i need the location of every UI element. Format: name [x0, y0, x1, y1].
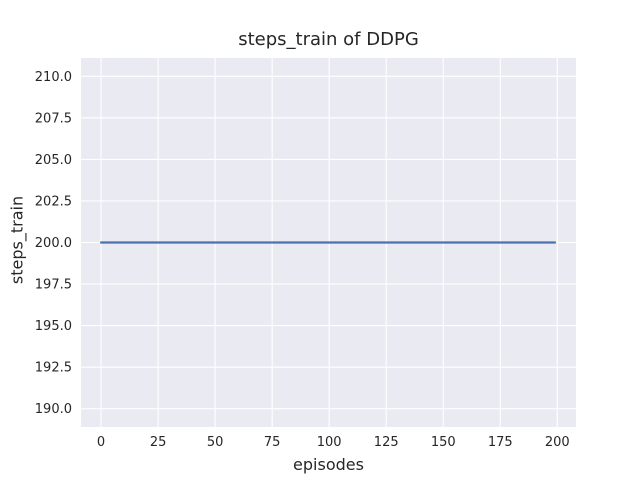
y-tick-label: 197.5 — [35, 278, 72, 293]
x-tick-label: 100 — [317, 435, 342, 450]
chart-title: steps_train of DDPG — [238, 29, 419, 50]
x-tick-label: 125 — [374, 435, 399, 450]
y-tick-label: 200.0 — [35, 236, 72, 251]
y-tick-label: 192.5 — [35, 361, 72, 376]
y-tick-label: 190.0 — [35, 402, 72, 417]
x-tick-label: 0 — [97, 435, 105, 450]
y-axis-label: steps_train — [7, 195, 27, 285]
x-tick-label: 50 — [207, 435, 224, 450]
y-tick-label: 202.5 — [35, 194, 72, 209]
x-axis-label: episodes — [293, 455, 364, 474]
x-tick-label: 150 — [431, 435, 456, 450]
x-tick-label: 175 — [488, 435, 513, 450]
x-tick-label: 200 — [545, 435, 570, 450]
x-tick-label: 25 — [150, 435, 167, 450]
y-tick-label: 205.0 — [35, 153, 72, 168]
y-tick-label: 195.0 — [35, 319, 72, 334]
x-tick-label: 75 — [264, 435, 281, 450]
y-tick-label: 207.5 — [35, 111, 72, 126]
y-tick-label: 210.0 — [35, 70, 72, 85]
